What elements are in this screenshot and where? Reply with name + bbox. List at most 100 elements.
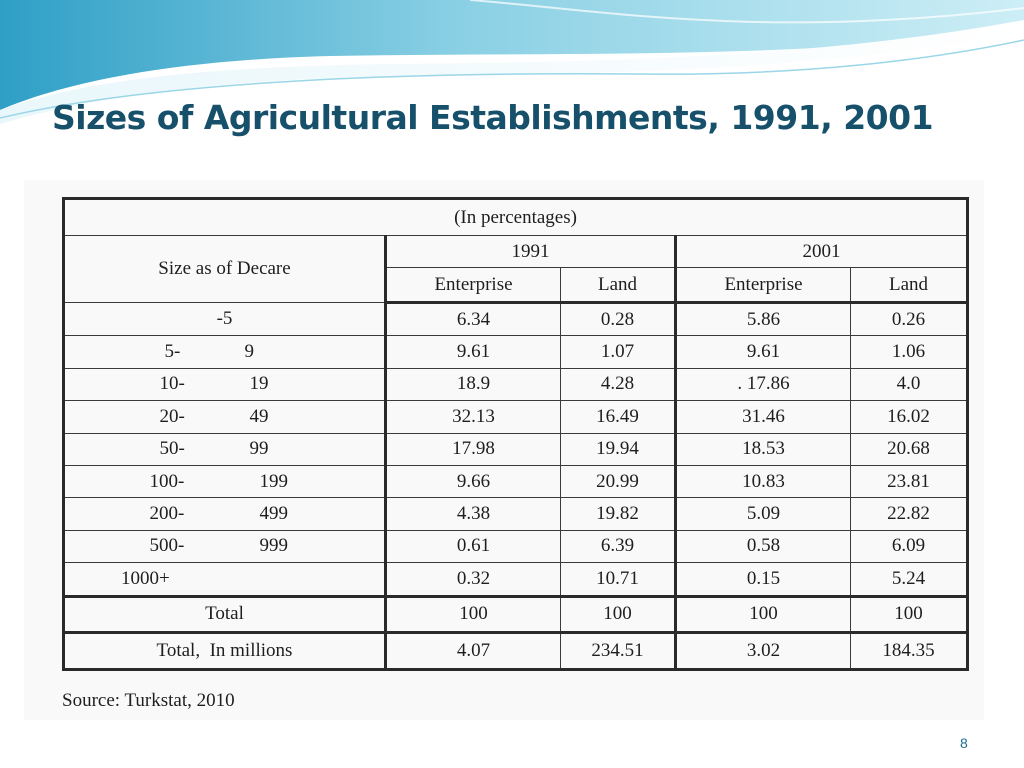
value-cell: 6.34 xyxy=(385,301,561,337)
value-cell: 22.82 xyxy=(849,497,969,531)
wave-line xyxy=(469,0,1024,24)
table-row: 100- 199 9.66 20.99 10.83 23.81 xyxy=(63,464,969,499)
size-cell: 100- 199 xyxy=(63,464,387,499)
size-cell: 1000+ xyxy=(63,562,387,597)
total-value: 100 xyxy=(849,594,969,633)
value-cell: 6.39 xyxy=(560,529,677,564)
source-note: Source: Turkstat, 2010 xyxy=(62,690,235,711)
wave-line-lower xyxy=(0,39,1024,119)
value-cell: 4.38 xyxy=(385,497,561,531)
size-to: 199 xyxy=(259,470,289,492)
subheader-land-2001: Land xyxy=(849,267,969,304)
value-cell: 17.98 xyxy=(385,432,561,466)
size-cell: -5 xyxy=(63,301,387,337)
size-from: 20- xyxy=(159,405,185,427)
table-total-millions-row: Total, In millions 4.07 234.51 3.02 184.… xyxy=(63,630,969,670)
value-cell: 16.49 xyxy=(560,400,677,434)
value-cell: 0.15 xyxy=(675,562,851,597)
size-cell: 10- 19 xyxy=(63,367,387,402)
table-row: 10- 19 18.9 4.28 . 17.86 4.0 xyxy=(63,367,969,402)
size-from: -5 xyxy=(216,308,233,330)
year-2001-header: 2001 xyxy=(674,235,969,268)
value-cell: 5.24 xyxy=(849,562,969,597)
value-cell: 31.46 xyxy=(675,400,851,434)
value-cell: 1.06 xyxy=(849,335,969,369)
value-cell: 1.07 xyxy=(560,335,677,369)
year-1991-header: 1991 xyxy=(385,235,677,268)
size-to: 49 xyxy=(249,405,269,427)
size-cell: 200- 499 xyxy=(63,497,387,531)
value-cell: 10.83 xyxy=(675,464,851,499)
table-row: 500- 999 0.61 6.39 0.58 6.09 xyxy=(63,529,969,564)
table-row: 5- 9 9.61 1.07 9.61 1.06 xyxy=(63,335,969,369)
size-cell: 50- 99 xyxy=(63,432,387,466)
size-from: 5- xyxy=(164,341,181,363)
value-cell: 9.66 xyxy=(385,464,561,499)
value-cell: 10.71 xyxy=(560,562,677,597)
total-millions-label: Total, In millions xyxy=(63,630,387,670)
size-from: 100- xyxy=(149,470,185,492)
size-to: 9 xyxy=(244,341,255,363)
value-cell: 9.61 xyxy=(675,335,851,369)
value-cell: 32.13 xyxy=(385,400,561,434)
size-to: 499 xyxy=(259,503,289,525)
page-number: 8 xyxy=(960,735,968,751)
value-cell: 9.61 xyxy=(385,335,561,369)
size-to: 999 xyxy=(259,535,289,557)
table-total-row: Total 100 100 100 100 xyxy=(63,594,969,633)
value-cell: 18.53 xyxy=(675,432,851,466)
subheader-enterprise-1991: Enterprise xyxy=(385,267,561,304)
table-row: 200- 499 4.38 19.82 5.09 22.82 xyxy=(63,497,969,531)
total-millions-value: 234.51 xyxy=(560,630,677,670)
size-from: 50- xyxy=(159,438,185,460)
value-cell: 4.28 xyxy=(560,367,677,402)
table-caption-row: (In percentages) xyxy=(62,198,969,236)
size-to: 19 xyxy=(249,373,269,395)
value-cell: 0.58 xyxy=(675,529,851,564)
value-cell: 20.68 xyxy=(849,432,969,466)
table-year-row: Size as of Decare 1991 2001 xyxy=(63,235,969,303)
value-cell: 0.28 xyxy=(560,301,677,337)
subheader-enterprise-2001: Enterprise xyxy=(675,267,851,304)
wave-white xyxy=(0,20,1024,124)
size-from: 10- xyxy=(159,373,185,395)
establishment-size-table: (In percentages) Size as of Decare 1991 … xyxy=(62,197,970,671)
table-row: 50- 99 17.98 19.94 18.53 20.68 xyxy=(63,432,969,466)
value-cell: 19.94 xyxy=(560,432,677,466)
size-cell: 20- 49 xyxy=(63,400,387,434)
value-cell: 4.0 xyxy=(849,367,969,402)
table-subheader-row: Enterprise Land Enterprise Land xyxy=(64,267,969,304)
value-cell: 20.99 xyxy=(560,464,677,499)
total-value: 100 xyxy=(675,594,851,633)
value-cell: 18.9 xyxy=(385,367,561,402)
size-from: 500- xyxy=(149,535,185,557)
value-cell: 0.26 xyxy=(849,301,969,337)
table-caption: (In percentages) xyxy=(62,198,969,236)
value-cell: 0.61 xyxy=(385,529,561,564)
slide-title: Sizes of Agricultural Establishments, 19… xyxy=(52,98,934,137)
size-from: 1000+ xyxy=(121,567,170,589)
table-row: -5 6.34 0.28 5.86 0.26 xyxy=(63,301,969,337)
size-from: 200- xyxy=(149,503,185,525)
total-millions-value: 4.07 xyxy=(385,630,561,670)
size-cell: 500- 999 xyxy=(63,529,387,564)
value-cell: . 17.86 xyxy=(675,367,851,402)
value-cell: 5.09 xyxy=(675,497,851,531)
value-cell: 19.82 xyxy=(560,497,677,531)
value-cell: 5.86 xyxy=(675,301,851,337)
size-cell: 5- 9 xyxy=(63,335,387,369)
value-cell: 6.09 xyxy=(849,529,969,564)
table-row: 20- 49 32.13 16.49 31.46 16.02 xyxy=(63,400,969,434)
total-millions-value: 3.02 xyxy=(675,630,851,670)
total-value: 100 xyxy=(385,594,561,633)
total-value: 100 xyxy=(560,594,677,633)
value-cell: 0.32 xyxy=(385,562,561,597)
wave-banner xyxy=(0,0,1024,124)
wave-top xyxy=(0,0,1024,110)
size-to: 99 xyxy=(249,438,269,460)
value-cell: 23.81 xyxy=(849,464,969,499)
size-header: Size as of Decare xyxy=(63,235,387,303)
total-label: Total xyxy=(63,594,387,633)
total-millions-value: 184.35 xyxy=(849,630,969,670)
